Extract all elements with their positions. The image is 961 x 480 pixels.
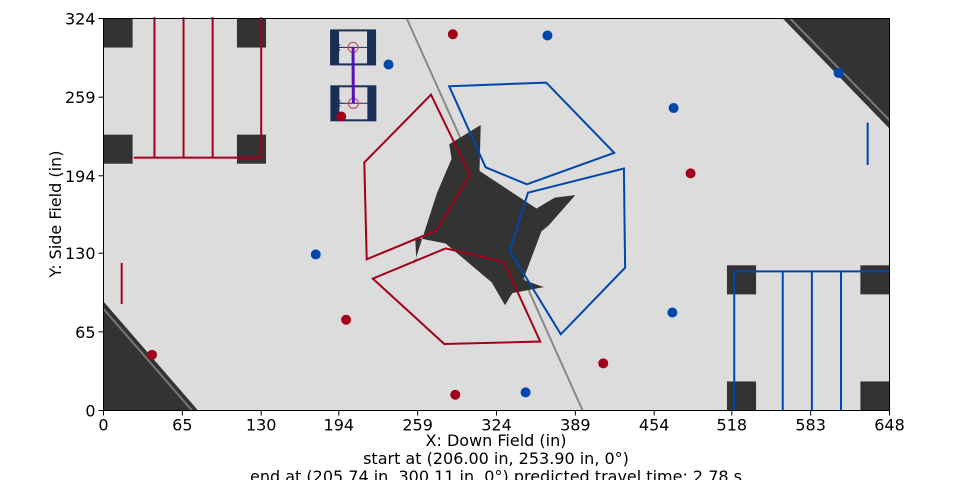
x-tick-label: 583: [795, 416, 826, 435]
x-tick-label: 194: [324, 416, 355, 435]
caption-line-1: start at (206.00 in, 253.90 in, 0°): [363, 449, 629, 468]
x-tick-label: 518: [717, 416, 748, 435]
red-zone: [370, 247, 542, 346]
red-ball: [341, 314, 352, 325]
blue-zone: [508, 167, 627, 336]
blue-ball: [542, 30, 553, 41]
red-ball: [450, 389, 461, 400]
red-ball: [685, 168, 696, 179]
ramp-edge-bottom-left: [102, 308, 193, 412]
corner-post: [860, 381, 890, 411]
corner-post: [726, 265, 757, 295]
x-tick-label: 389: [560, 416, 591, 435]
caption-line-2: end at (205.74 in, 300.11 in, 0°) predic…: [250, 467, 742, 480]
y-tick-label: 130: [65, 244, 96, 263]
robot-heading-arrow: [336, 99, 344, 107]
blue-ball: [668, 103, 679, 114]
blue-ball: [667, 307, 678, 318]
blue-ball: [520, 387, 531, 398]
y-tick-label: 65: [75, 323, 95, 342]
red-zone: [363, 92, 471, 261]
blue-zone: [447, 81, 616, 186]
robot-heading-arrow: [336, 44, 344, 51]
y-axis-label: Y: Side Field (in): [46, 151, 65, 279]
y-tick-label: 324: [65, 10, 96, 29]
x-tick-label: 0: [98, 416, 108, 435]
axis-ticks: 0 65 130 194 259 324 389 454 518 583 648 0 65 130 194 2…: [65, 10, 905, 435]
corner-ramp-bottom-left: [103, 301, 199, 411]
y-tick-label: 194: [65, 167, 96, 186]
field-elements: [102, 17, 891, 412]
red-ball: [336, 111, 347, 122]
corner-post: [103, 18, 133, 48]
x-tick-label: 259: [402, 416, 433, 435]
y-tick-label: 259: [65, 88, 96, 107]
blue-ball: [310, 249, 321, 260]
blue-ball: [833, 67, 844, 78]
corner-post: [726, 381, 757, 411]
red-ball: [598, 358, 609, 369]
x-tick-label: 130: [246, 416, 277, 435]
central-hub: [414, 125, 576, 306]
corner-post: [103, 134, 133, 164]
x-tick-label: 454: [639, 416, 670, 435]
x-tick-label: 65: [172, 416, 192, 435]
x-tick-label: 648: [874, 416, 905, 435]
blue-ball: [383, 59, 394, 70]
data-marks: [120, 17, 890, 411]
red-ball: [147, 349, 158, 360]
red-ball: [447, 29, 458, 40]
x-tick-label: 324: [481, 416, 512, 435]
y-tick-label: 0: [85, 402, 95, 421]
corner-post: [860, 265, 890, 295]
x-axis-label: X: Down Field (in): [426, 431, 567, 450]
